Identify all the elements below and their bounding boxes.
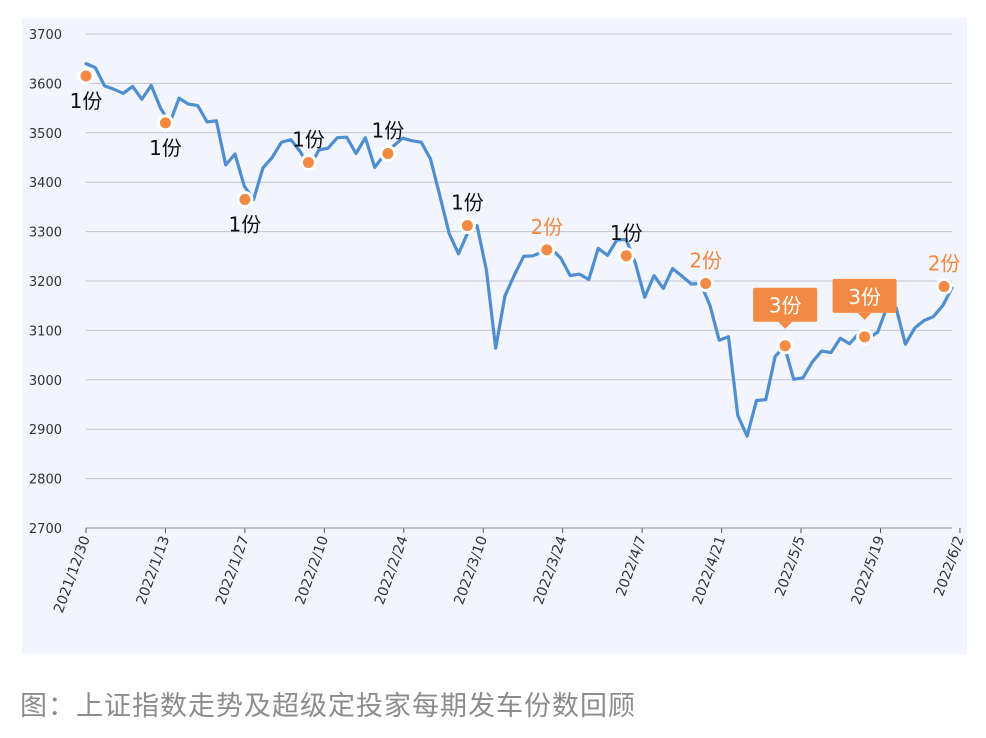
x-tick-label: 2022/5/19 — [849, 534, 889, 607]
x-tick-label: 2022/4/21 — [690, 534, 730, 607]
marker-dot — [382, 148, 394, 160]
marker-dot — [159, 117, 171, 129]
x-axis-ticks: 2021/12/30 2022/1/13 2022/1/27 2022/2/10 202… — [51, 527, 967, 615]
marker-dot — [938, 280, 950, 292]
y-tick-label: 3400 — [29, 176, 62, 191]
buy-label: 1份 — [229, 212, 262, 236]
figure-caption: 图：上证指数走势及超级定投家每期发车份数回顾 — [20, 691, 636, 722]
marker-dot — [541, 244, 553, 256]
x-tick-label: 2022/3/24 — [531, 534, 571, 607]
buy-label: 3份 — [848, 285, 881, 309]
marker-dot — [239, 193, 251, 205]
marker-dot — [779, 340, 791, 352]
series-layer — [84, 61, 954, 438]
x-tick-label: 2022/1/13 — [134, 534, 174, 607]
buy-point: 2份 — [689, 248, 722, 292]
y-tick-label: 2800 — [29, 473, 62, 488]
chart-panel: 2700 2800 2900 3000 3100 3200 3300 3400 3500 3600… — [22, 18, 967, 654]
x-tick-label: 2022/2/10 — [293, 534, 333, 607]
y-tick-label: 3600 — [29, 77, 62, 92]
y-tick-label: 3500 — [29, 127, 62, 142]
buy-point: 1份 — [292, 127, 325, 171]
buy-points: 1份 1份 1份 1份 1份 1份 2份 1份 2份 3份 3份 2份 — [70, 67, 961, 355]
buy-point: 2份 — [530, 215, 563, 259]
x-tick-label: 2021/12/30 — [51, 534, 94, 615]
y-tick-label: 3700 — [29, 28, 62, 43]
marker-dot — [302, 156, 314, 168]
index-line — [84, 61, 954, 438]
buy-label: 1份 — [451, 191, 484, 215]
x-tick-label: 2022/1/27 — [213, 534, 253, 607]
y-tick-label: 3300 — [29, 226, 62, 241]
buy-label: 1份 — [70, 89, 103, 113]
buy-point: 3份 — [753, 287, 818, 355]
y-tick-label: 2900 — [29, 423, 62, 438]
x-tick-label: 2022/4/7 — [613, 534, 650, 599]
x-tick-label: 2022/3/10 — [451, 534, 491, 607]
buy-point: 1份 — [70, 67, 103, 113]
marker-dot — [620, 250, 632, 262]
y-tick-label: 3000 — [29, 374, 62, 389]
x-tick-label: 2022/2/24 — [372, 534, 412, 607]
x-tick-label: 2022/6/2 — [931, 534, 967, 599]
buy-label: 2份 — [530, 215, 563, 239]
y-axis-ticks: 2700 2800 2900 3000 3100 3200 3300 3400 3500 3600… — [29, 28, 62, 537]
buy-label: 1份 — [149, 136, 182, 160]
y-tick-label: 3100 — [29, 324, 62, 339]
buy-point: 1份 — [149, 114, 182, 160]
buy-point: 3份 — [832, 278, 897, 346]
line-chart: 2700 2800 2900 3000 3100 3200 3300 3400 3500 3600… — [29, 28, 967, 615]
buy-point: 1份 — [451, 191, 484, 235]
buy-label: 3份 — [769, 294, 802, 318]
buy-label: 1份 — [372, 119, 405, 143]
buy-label: 2份 — [689, 248, 722, 272]
buy-point: 2份 — [928, 251, 961, 295]
marker-dot — [859, 331, 871, 343]
callout-box — [753, 287, 818, 322]
x-tick-label: 2022/5/5 — [772, 534, 809, 599]
buy-point: 1份 — [372, 119, 405, 163]
callout-box — [832, 278, 897, 313]
callout-pointer — [857, 312, 872, 320]
buy-point: 1份 — [229, 190, 262, 236]
marker-dot — [80, 70, 92, 82]
buy-label: 1份 — [292, 127, 325, 151]
buy-label: 2份 — [928, 251, 961, 275]
y-tick-label: 2700 — [29, 522, 62, 537]
callout-pointer — [778, 321, 793, 329]
marker-dot — [700, 277, 712, 289]
grid-lines — [86, 33, 952, 529]
buy-point: 1份 — [610, 221, 643, 265]
y-tick-label: 3200 — [29, 275, 62, 290]
buy-label: 1份 — [610, 221, 643, 245]
marker-dot — [461, 220, 473, 232]
